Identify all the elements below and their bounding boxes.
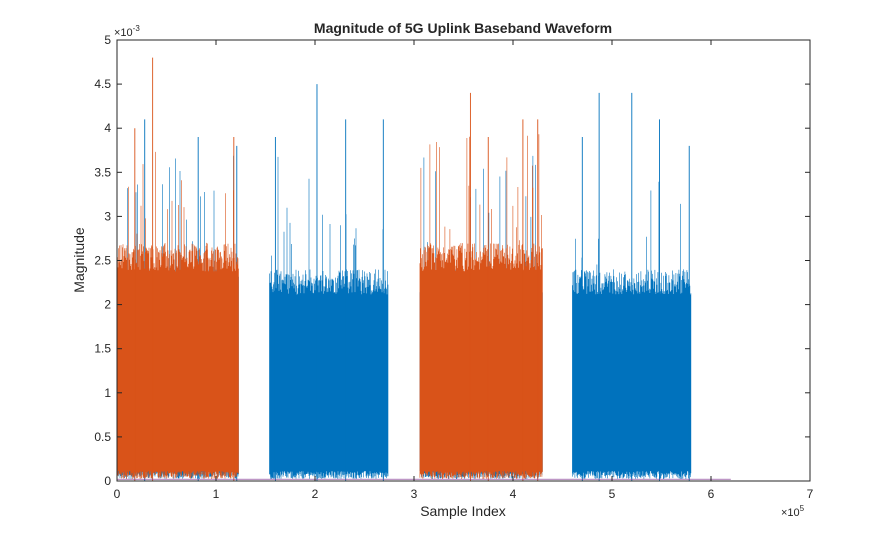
y-exponent-label: ×10-3: [114, 24, 140, 39]
x-tick-label: 1: [213, 487, 220, 501]
y-tick-label: 4: [104, 121, 111, 135]
x-exponent-power: 5: [800, 504, 805, 513]
chart-title: Magnitude of 5G Uplink Baseband Waveform: [314, 20, 612, 36]
y-tick-label: 1: [104, 386, 111, 400]
x-tick-label: 2: [312, 487, 319, 501]
y-tick-label: 2: [104, 298, 111, 312]
y-tick-label: 3: [104, 209, 111, 223]
y-tick-label: 0: [104, 474, 111, 488]
y-tick-label: 3.5: [94, 165, 111, 179]
x-tick-label: 4: [510, 487, 517, 501]
x-exponent-label: ×105: [781, 504, 805, 519]
y-exponent-power: -3: [133, 24, 141, 33]
y-tick-label: 5: [104, 33, 111, 47]
x-tick-label: 7: [807, 487, 814, 501]
series-0-burst-1: [269, 156, 389, 479]
x-tick-label: 3: [411, 487, 418, 501]
x-tick-label: 0: [114, 487, 121, 501]
y-tick-label: 0.5: [94, 430, 111, 444]
x-tick-label: 5: [609, 487, 616, 501]
x-axis-label: Sample Index: [420, 503, 506, 519]
x-exponent-base: ×10: [781, 507, 800, 519]
series-0-burst-3: [572, 181, 692, 479]
y-tick-label: 1.5: [94, 342, 111, 356]
y-axis-label: Magnitude: [71, 227, 87, 293]
y-exponent-base: ×10: [114, 27, 133, 39]
series-layer: [116, 57, 731, 481]
y-tick-label: 2.5: [94, 254, 111, 268]
ticks-layer: 0 1 2 3 4 5 6 7 0 0.5 1 1.5 2 2.5 3 3.5 4 4.5 5: [94, 33, 813, 501]
y-tick-label: 4.5: [94, 77, 111, 91]
series-1: [116, 57, 543, 481]
x-tick-label: 6: [708, 487, 715, 501]
